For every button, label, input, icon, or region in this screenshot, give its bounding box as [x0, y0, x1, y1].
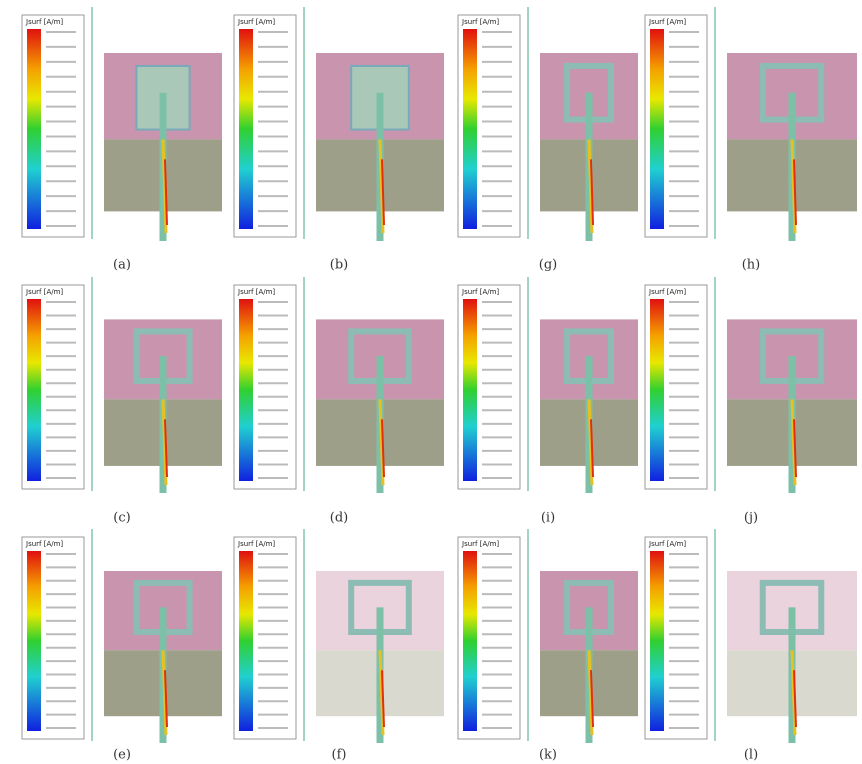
colorbar — [650, 29, 664, 229]
panel: Jsurf [A/m] (l) — [645, 529, 857, 763]
legend-title: Jsurf [A/m] — [648, 540, 686, 548]
panel-label: (i) — [541, 511, 555, 526]
colorbar — [463, 551, 477, 731]
panel: Jsurf [A/m] (i) — [458, 277, 638, 526]
legend-title: Jsurf [A/m] — [648, 18, 686, 26]
panel-label: (b) — [330, 258, 348, 273]
panel-label: (l) — [744, 748, 758, 763]
panel: Jsurf [A/m] (j) — [645, 277, 857, 526]
panel-label: (c) — [113, 511, 130, 526]
legend-title: Jsurf [A/m] — [25, 18, 63, 26]
panel-label: (e) — [113, 748, 131, 763]
colorbar — [239, 551, 253, 731]
panel: Jsurf [A/m] (e) — [22, 529, 222, 763]
legend-title: Jsurf [A/m] — [237, 18, 275, 26]
colorbar — [463, 299, 477, 481]
legend-title: Jsurf [A/m] — [237, 288, 275, 296]
legend-title: Jsurf [A/m] — [461, 540, 499, 548]
colorbar — [239, 299, 253, 481]
colorbar — [239, 29, 253, 229]
panel-label: (a) — [113, 258, 131, 273]
panel: Jsurf [A/m] (c) — [22, 277, 222, 526]
panel: Jsurf [A/m] (k) — [458, 529, 638, 763]
colorbar — [650, 299, 664, 481]
colorbar — [650, 551, 664, 731]
panel: Jsurf [A/m] (h) — [645, 7, 857, 273]
legend-title: Jsurf [A/m] — [461, 18, 499, 26]
panel: Jsurf [A/m] (b) — [234, 7, 444, 273]
panel: Jsurf [A/m] (d) — [234, 277, 444, 526]
panel-label: (h) — [742, 258, 761, 273]
legend-title: Jsurf [A/m] — [648, 288, 686, 296]
panel: Jsurf [A/m] (a) — [22, 7, 222, 273]
colorbar — [463, 29, 477, 229]
colorbar — [27, 299, 41, 481]
colorbar — [27, 551, 41, 731]
figure: Jsurf [A/m] (a) Jsurf [A/m] (b) Jsurf [A/m] (… — [0, 0, 862, 764]
panel-label: (g) — [539, 258, 557, 273]
legend-title: Jsurf [A/m] — [461, 288, 499, 296]
panel-label: (f) — [332, 748, 347, 763]
legend-title: Jsurf [A/m] — [25, 540, 63, 548]
legend-title: Jsurf [A/m] — [237, 540, 275, 548]
panel: Jsurf [A/m] (f) — [234, 529, 444, 763]
panel-label: (d) — [330, 511, 348, 526]
colorbar — [27, 29, 41, 229]
panel-label: (j) — [744, 511, 758, 526]
legend-title: Jsurf [A/m] — [25, 288, 63, 296]
panel-label: (k) — [539, 748, 557, 763]
panel: Jsurf [A/m] (g) — [458, 7, 638, 273]
